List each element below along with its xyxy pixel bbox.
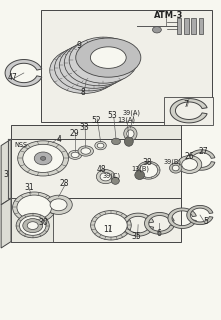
Polygon shape (168, 208, 196, 228)
Text: 11: 11 (103, 225, 112, 234)
Ellipse shape (34, 152, 52, 165)
Ellipse shape (96, 170, 115, 184)
Ellipse shape (135, 171, 145, 180)
Text: ATM-3: ATM-3 (154, 11, 183, 20)
Text: 48: 48 (97, 165, 107, 174)
Ellipse shape (139, 163, 158, 177)
FancyBboxPatch shape (199, 18, 203, 34)
Text: 6: 6 (156, 229, 161, 238)
Text: 52: 52 (91, 116, 101, 125)
Polygon shape (41, 10, 212, 122)
Ellipse shape (13, 192, 56, 223)
Ellipse shape (95, 141, 106, 150)
Ellipse shape (69, 150, 82, 159)
FancyBboxPatch shape (191, 18, 196, 34)
Ellipse shape (177, 156, 202, 173)
Ellipse shape (55, 45, 123, 91)
Text: 30: 30 (38, 218, 48, 227)
Polygon shape (11, 198, 53, 242)
Ellipse shape (64, 40, 133, 86)
Polygon shape (187, 205, 213, 225)
Text: 4: 4 (57, 135, 62, 144)
Text: 27: 27 (198, 147, 208, 156)
Text: 13(B): 13(B) (131, 166, 149, 172)
Polygon shape (145, 212, 174, 234)
Text: 31: 31 (24, 183, 34, 192)
Ellipse shape (124, 137, 133, 146)
Ellipse shape (27, 222, 38, 229)
Ellipse shape (63, 57, 105, 84)
Ellipse shape (95, 213, 127, 237)
Text: 29: 29 (69, 129, 79, 138)
FancyBboxPatch shape (184, 18, 189, 34)
Ellipse shape (90, 47, 126, 68)
Ellipse shape (100, 172, 111, 181)
Ellipse shape (76, 38, 141, 77)
Text: 35: 35 (132, 232, 141, 241)
Polygon shape (1, 198, 11, 248)
Text: 28: 28 (59, 179, 69, 188)
Text: 39(C): 39(C) (103, 172, 121, 179)
Text: 39(A): 39(A) (122, 109, 141, 116)
Text: 26: 26 (184, 152, 194, 161)
Text: 38: 38 (143, 158, 152, 167)
Ellipse shape (73, 52, 114, 79)
Ellipse shape (127, 130, 134, 138)
Ellipse shape (18, 141, 69, 176)
Polygon shape (11, 198, 181, 242)
Polygon shape (188, 150, 215, 170)
Ellipse shape (78, 49, 119, 76)
Text: NSS: NSS (14, 142, 28, 148)
Ellipse shape (91, 211, 131, 240)
Ellipse shape (78, 146, 93, 156)
Ellipse shape (81, 148, 91, 154)
Ellipse shape (69, 37, 138, 83)
Ellipse shape (17, 195, 51, 220)
Ellipse shape (16, 213, 49, 238)
Ellipse shape (23, 144, 63, 172)
FancyBboxPatch shape (177, 18, 181, 34)
Ellipse shape (112, 138, 120, 145)
Text: 39(B): 39(B) (163, 158, 181, 165)
Ellipse shape (23, 219, 43, 233)
Polygon shape (11, 139, 181, 198)
Text: 33: 33 (79, 123, 89, 132)
Polygon shape (11, 125, 181, 139)
Polygon shape (170, 99, 207, 123)
Ellipse shape (71, 152, 79, 157)
Ellipse shape (170, 163, 182, 173)
Text: 7: 7 (183, 100, 188, 109)
Polygon shape (164, 97, 213, 125)
Text: 3: 3 (3, 170, 8, 179)
Ellipse shape (152, 27, 161, 33)
Ellipse shape (19, 216, 46, 235)
Ellipse shape (172, 165, 179, 171)
Text: 9: 9 (76, 41, 81, 50)
Ellipse shape (59, 42, 128, 88)
Ellipse shape (137, 161, 160, 179)
Ellipse shape (124, 127, 137, 141)
Ellipse shape (40, 156, 46, 160)
Ellipse shape (50, 199, 67, 211)
Text: 53: 53 (108, 111, 118, 120)
Polygon shape (122, 213, 154, 236)
Ellipse shape (97, 143, 104, 148)
Polygon shape (5, 60, 42, 86)
Ellipse shape (50, 47, 118, 93)
Ellipse shape (45, 195, 72, 214)
Text: 13(A): 13(A) (117, 116, 135, 123)
Ellipse shape (83, 46, 124, 74)
Text: 47: 47 (7, 73, 17, 82)
Text: 5: 5 (203, 217, 208, 226)
Text: 8: 8 (80, 88, 85, 97)
Ellipse shape (111, 177, 119, 184)
Polygon shape (1, 139, 11, 205)
Ellipse shape (182, 159, 198, 170)
Ellipse shape (68, 54, 109, 82)
